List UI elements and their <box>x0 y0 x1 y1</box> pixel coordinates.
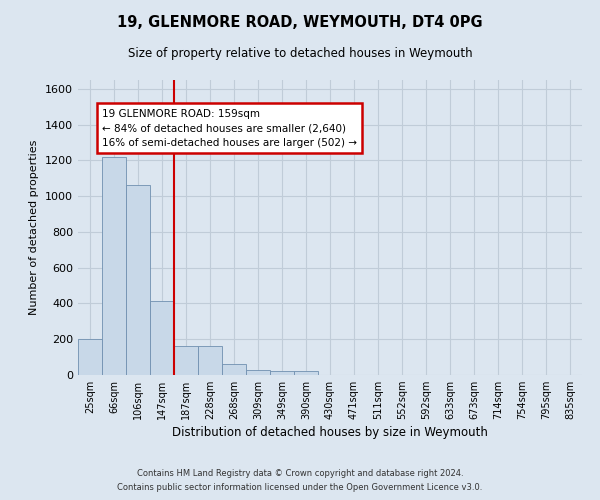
Bar <box>78 339 102 375</box>
Bar <box>294 372 318 375</box>
Bar <box>270 372 294 375</box>
Text: Contains public sector information licensed under the Open Government Licence v3: Contains public sector information licen… <box>118 484 482 492</box>
Text: 19, GLENMORE ROAD, WEYMOUTH, DT4 0PG: 19, GLENMORE ROAD, WEYMOUTH, DT4 0PG <box>117 15 483 30</box>
Y-axis label: Number of detached properties: Number of detached properties <box>29 140 40 315</box>
Bar <box>102 157 126 375</box>
Bar <box>198 346 222 375</box>
Text: Contains HM Land Registry data © Crown copyright and database right 2024.: Contains HM Land Registry data © Crown c… <box>137 468 463 477</box>
Bar <box>246 370 270 375</box>
Bar <box>126 186 150 375</box>
Bar <box>174 346 198 375</box>
Text: 19 GLENMORE ROAD: 159sqm
← 84% of detached houses are smaller (2,640)
16% of sem: 19 GLENMORE ROAD: 159sqm ← 84% of detach… <box>102 108 357 148</box>
Bar <box>150 301 174 375</box>
Bar <box>222 364 246 375</box>
X-axis label: Distribution of detached houses by size in Weymouth: Distribution of detached houses by size … <box>172 426 488 440</box>
Text: Size of property relative to detached houses in Weymouth: Size of property relative to detached ho… <box>128 48 472 60</box>
